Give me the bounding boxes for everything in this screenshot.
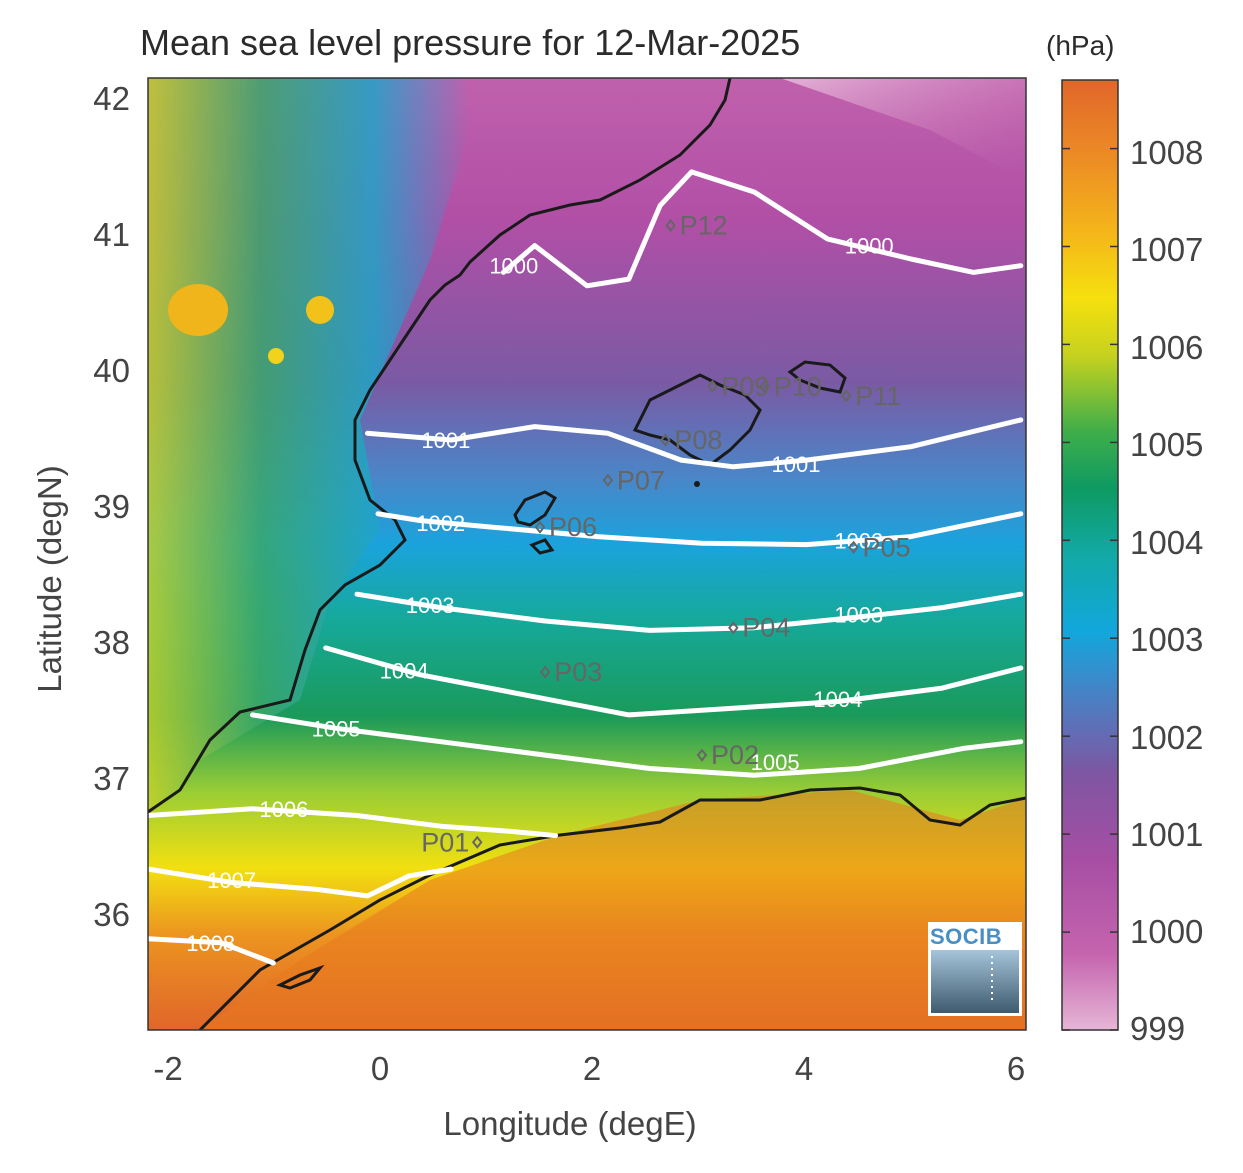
africa-coastline	[198, 786, 1026, 1030]
station-label: P06	[549, 512, 597, 542]
station-label: P07	[617, 465, 665, 495]
y-tick-label: 36	[93, 896, 130, 933]
cabrera-island	[694, 481, 700, 487]
x-tick-label: 2	[582, 1050, 602, 1087]
station-label: P11	[855, 381, 901, 411]
station-label: P09	[721, 371, 769, 401]
y-tick-label: 42	[93, 80, 130, 117]
station-label: P01	[421, 827, 469, 857]
contour-label: 1008	[186, 931, 235, 956]
africa-land-tint	[148, 790, 1026, 1030]
contour-label: 1003	[834, 602, 883, 627]
station-marker	[759, 379, 770, 393]
colorbar-tick-label: 1001	[1130, 816, 1204, 853]
contour-lines	[148, 169, 1024, 966]
contour-label: 1002	[834, 529, 883, 554]
x-tick-label: 0	[370, 1050, 390, 1087]
contour-label: 1004	[380, 659, 429, 684]
contour-label: 1001	[421, 428, 470, 453]
contour-label: 1005	[312, 716, 361, 741]
contour-line-1005	[250, 712, 1024, 778]
highland-spot	[168, 284, 228, 336]
colorbar	[1061, 79, 1119, 1031]
station-markers: P01 P02 P03 P04 P05 P06 P07 P08 P09 P10 P11 P12	[421, 211, 910, 858]
station-marker	[840, 389, 852, 403]
colorbar-tick-label: 1003	[1130, 621, 1204, 658]
station-marker	[539, 665, 551, 679]
colorbar-tick-label: 1002	[1130, 719, 1204, 756]
station-marker	[660, 433, 671, 447]
station-marker	[728, 621, 739, 635]
station-marker	[665, 218, 676, 233]
colorbar-tick-label: 1008	[1130, 134, 1204, 171]
x-tick-label: 4	[794, 1050, 814, 1087]
x-tick-label: -2	[153, 1050, 183, 1087]
station-marker	[534, 520, 546, 534]
contour-line-1000	[500, 169, 1024, 289]
x-axis-label: Longitude (degE)	[443, 1105, 697, 1142]
map-area: 1000 1000 1001 1001 1002 1002 1003 1003 1004 1004…	[148, 78, 1026, 1030]
highland-spot	[268, 348, 284, 364]
contour-line-1002	[375, 511, 1024, 548]
colorbar-tick-label: 1004	[1130, 524, 1204, 561]
station-marker	[602, 473, 614, 487]
y-tick-label: 40	[93, 352, 130, 389]
station-label: P10	[774, 371, 822, 401]
station-marker	[471, 835, 483, 849]
colorbar-unit-label: (hPa)	[1046, 30, 1115, 61]
contour-line-1006	[148, 806, 559, 839]
menorca-island	[787, 360, 847, 394]
station-marker	[848, 540, 859, 554]
contour-label: 1004	[813, 687, 862, 712]
station-marker	[696, 748, 708, 762]
y-tick-label: 41	[93, 216, 130, 253]
contour-label-group: 1000 1000 1001 1001 1002 1002 1003 1003 1004 1004…	[186, 234, 893, 956]
colorbar-tick-label: 1006	[1130, 329, 1204, 366]
coast-inlet	[275, 964, 325, 990]
contour-label: 1006	[259, 797, 308, 822]
station-label: P05	[863, 532, 911, 562]
contour-label: 1002	[416, 511, 465, 536]
station-label: P03	[554, 657, 602, 687]
colorbar-tick-label: 1000	[1130, 913, 1204, 950]
contour-line-1003	[354, 591, 1024, 633]
colorbar-tick-label: 999	[1130, 1010, 1186, 1047]
colorbar-tick-marks	[1062, 147, 1118, 1031]
iberia-coastline	[148, 78, 732, 814]
colorbar-tick-label: 1007	[1130, 231, 1204, 268]
colorbar-tick-label: 1005	[1130, 426, 1204, 463]
contour-label: 1005	[751, 750, 800, 775]
y-tick-label: 38	[93, 624, 130, 661]
contour-line-1001	[365, 417, 1024, 470]
contour-label: 1000	[845, 234, 894, 259]
y-tick-label: 39	[93, 488, 130, 525]
formentera-island	[529, 538, 555, 555]
contour-line-1007	[148, 866, 454, 899]
plot-frame	[147, 77, 1027, 1031]
station-marker	[707, 379, 718, 393]
contour-line-1004	[323, 645, 1024, 718]
map-title: Mean sea level pressure for 12-Mar-2025	[140, 22, 801, 63]
low-pressure-corner	[780, 78, 1026, 180]
contour-label: 1000	[489, 254, 538, 279]
highland-spot	[306, 296, 334, 324]
x-tick-label: 6	[1006, 1050, 1026, 1087]
station-label: P12	[680, 211, 728, 241]
contour-label: 1003	[406, 593, 455, 618]
socib-logo	[928, 922, 1022, 1016]
y-tick-label: 37	[93, 760, 130, 797]
iberia-land-tint	[148, 78, 470, 820]
contour-label: 1007	[207, 868, 256, 893]
contour-label: 1001	[772, 452, 821, 477]
mallorca-island	[632, 373, 762, 467]
station-label: P04	[742, 613, 790, 643]
station-label: P08	[674, 425, 722, 455]
y-axis-label: Latitude (degN)	[31, 465, 68, 693]
contour-line-1008	[148, 936, 276, 966]
socib-logo-text: SOCIB	[930, 924, 1003, 949]
ibiza-island	[513, 490, 558, 527]
station-label: P02	[711, 740, 759, 770]
